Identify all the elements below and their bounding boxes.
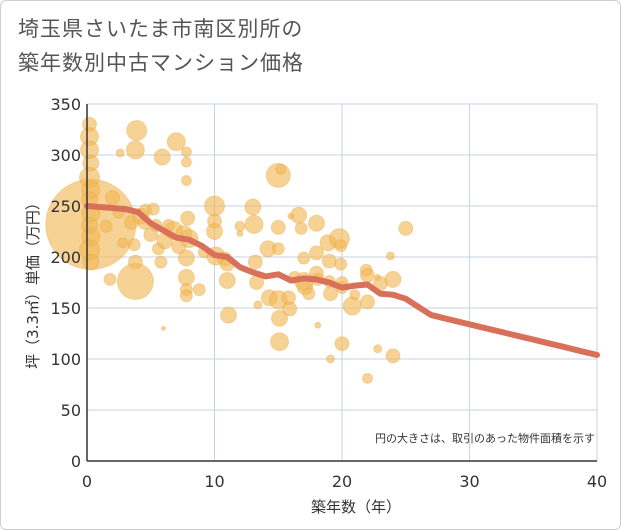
bubble-66 <box>253 300 263 310</box>
y-tick-label-3: 150 <box>50 299 81 318</box>
bubble-32 <box>154 255 168 269</box>
x-tick-label-0: 0 <box>82 472 92 491</box>
bubble-73 <box>271 309 288 327</box>
title-line-1: 埼玉県さいたま市南区別所の <box>18 17 304 41</box>
bubble-107 <box>362 372 373 384</box>
bubble-24 <box>126 120 148 141</box>
bubble-42 <box>180 156 192 168</box>
bubble-82 <box>297 251 311 265</box>
y-axis-label: 坪（3.3㎡）単価（万円） <box>24 195 42 369</box>
bubble-81 <box>294 221 308 235</box>
bubble-70 <box>270 219 286 235</box>
bubble-17 <box>115 148 125 158</box>
bubble-29 <box>146 202 160 216</box>
y-tick-label-5: 250 <box>50 197 81 216</box>
bubble-38 <box>166 132 186 152</box>
x-tick-label-1: 10 <box>204 472 224 491</box>
bubble-71 <box>271 242 285 256</box>
bubble-12 <box>82 253 100 271</box>
chart-title: 埼玉県さいたま市南区別所の 築年数別中古マンション価格 <box>18 12 304 80</box>
bubble-23 <box>125 140 145 160</box>
bubble-86 <box>308 214 325 232</box>
bubble-105 <box>360 267 375 283</box>
y-tick-label-1: 50 <box>61 401 81 420</box>
bubble-54 <box>206 223 223 240</box>
bubble-20 <box>127 238 141 252</box>
bubble-layer <box>45 116 414 384</box>
trend-line <box>84 203 600 358</box>
bubble-64 <box>247 254 263 270</box>
bubble-34 <box>161 325 166 331</box>
y-tick-label-7: 350 <box>50 95 81 114</box>
x-tick-label-4: 40 <box>587 472 607 491</box>
bubble-77 <box>282 301 298 317</box>
bubble-103 <box>349 289 361 301</box>
size-note: 円の大きさは、取引のあった物件面積を示す <box>375 431 595 445</box>
bubble-13 <box>99 219 113 233</box>
bubble-98 <box>334 257 348 271</box>
bubble-43 <box>180 175 192 186</box>
y-tick-label-0: 0 <box>71 452 81 471</box>
bubble-41 <box>180 146 192 158</box>
bubble-18 <box>117 237 129 249</box>
bubble-45 <box>177 249 195 267</box>
bubble-33 <box>153 148 171 166</box>
bubble-92 <box>321 253 337 269</box>
x-tick-label-2: 20 <box>332 472 352 491</box>
bubble-58 <box>218 272 236 289</box>
bubble-15 <box>105 190 120 206</box>
bubble-101 <box>334 336 350 352</box>
bubble-85 <box>302 287 316 301</box>
bubble-52 <box>204 195 225 217</box>
bubble-59 <box>220 306 237 324</box>
bubble-61 <box>234 220 246 232</box>
bubble-95 <box>326 354 335 364</box>
bubble-111 <box>385 251 395 261</box>
tick-labels: 0 10 20 30 40 0 50 100 150 200 250 300 350 <box>50 95 607 491</box>
x-axis-label: 築年数（年） <box>311 498 401 516</box>
axes <box>86 104 597 462</box>
bubble-87 <box>309 245 324 261</box>
bubble-44 <box>180 210 196 226</box>
bubble-50 <box>192 283 206 297</box>
bubble-114 <box>398 220 414 236</box>
bubble-97 <box>334 239 348 253</box>
y-tick-label-6: 300 <box>50 146 81 165</box>
bubble-14 <box>103 272 117 286</box>
bubble-75 <box>275 163 287 175</box>
bubble-106 <box>360 294 375 310</box>
x-tick-label-3: 30 <box>459 472 479 491</box>
bubble-112 <box>384 270 402 288</box>
bubble-113 <box>385 348 401 364</box>
y-tick-label-4: 200 <box>50 248 81 267</box>
bubble-74 <box>270 332 289 352</box>
bubble-102 <box>342 296 362 316</box>
bubble-90 <box>314 321 322 329</box>
bubble-80 <box>290 206 308 224</box>
bubble-48 <box>179 289 193 303</box>
title-line-2: 築年数別中古マンション価格 <box>18 51 304 75</box>
bubble-63 <box>244 214 264 234</box>
bubble-94 <box>323 286 338 302</box>
bubble-22 <box>116 263 154 300</box>
bubble-62 <box>244 198 262 216</box>
bubble-109 <box>373 344 383 354</box>
y-tick-label-2: 100 <box>50 350 81 369</box>
bubble-46 <box>177 268 195 286</box>
